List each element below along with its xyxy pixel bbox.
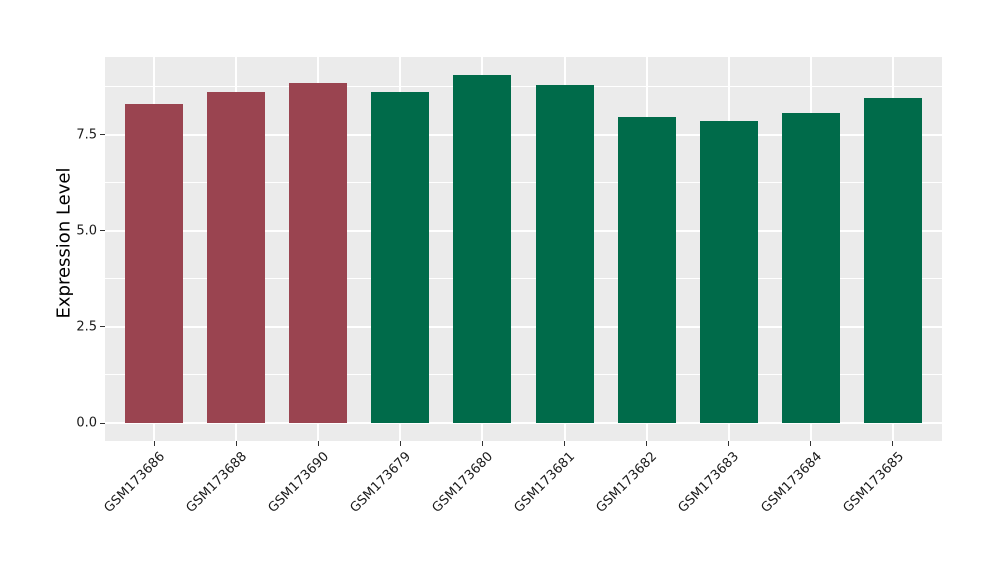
y-tick-mark bbox=[100, 422, 105, 424]
x-tick-mark bbox=[153, 441, 155, 446]
plot-panel bbox=[105, 57, 942, 441]
x-tick-label: GSM173685 bbox=[840, 449, 907, 516]
x-tick-mark bbox=[399, 441, 401, 446]
x-tick-mark bbox=[481, 441, 483, 446]
bar-GSM173684 bbox=[781, 113, 840, 423]
y-tick-label: 0.0 bbox=[76, 415, 97, 431]
x-tick-label: GSM173681 bbox=[511, 449, 579, 516]
y-tick-mark bbox=[100, 230, 105, 232]
x-tick-mark bbox=[728, 441, 730, 446]
y-tick-label: 5.0 bbox=[76, 223, 97, 239]
x-tick-mark bbox=[235, 441, 237, 446]
minor-gridline bbox=[105, 278, 942, 280]
x-tick-mark bbox=[810, 441, 812, 446]
x-tick-mark bbox=[564, 441, 566, 446]
major-gridline bbox=[105, 229, 942, 232]
minor-gridline bbox=[105, 182, 942, 184]
major-gridline bbox=[105, 133, 942, 136]
y-tick-label: 2.5 bbox=[76, 319, 97, 335]
x-tick-label: GSM173682 bbox=[593, 449, 661, 516]
minor-gridline bbox=[105, 374, 942, 376]
bar-GSM173679 bbox=[371, 92, 430, 423]
x-tick-label: GSM173686 bbox=[101, 449, 169, 516]
x-tick-label: GSM173684 bbox=[758, 449, 825, 516]
minor-gridline bbox=[105, 86, 942, 88]
y-tick-label: 7.5 bbox=[76, 127, 97, 143]
y-tick-mark bbox=[100, 134, 105, 136]
bar-GSM173690 bbox=[289, 82, 348, 423]
bar-GSM173681 bbox=[535, 84, 594, 423]
bar-GSM173686 bbox=[125, 103, 184, 423]
y-axis-title: Expression Level bbox=[53, 167, 75, 319]
x-tick-label: GSM173680 bbox=[429, 449, 497, 516]
bar-GSM173685 bbox=[863, 98, 922, 423]
bar-GSM173680 bbox=[453, 75, 512, 423]
x-tick-label: GSM173679 bbox=[347, 449, 415, 516]
y-tick-mark bbox=[100, 326, 105, 328]
x-tick-mark bbox=[646, 441, 648, 446]
x-tick-mark bbox=[317, 441, 319, 446]
x-tick-mark bbox=[892, 441, 894, 446]
x-tick-label: GSM173688 bbox=[183, 449, 251, 516]
bar-GSM173682 bbox=[617, 117, 676, 423]
x-tick-label: GSM173690 bbox=[265, 449, 333, 516]
major-gridline bbox=[105, 325, 942, 328]
bar-GSM173683 bbox=[699, 121, 758, 423]
x-tick-label: GSM173683 bbox=[675, 449, 743, 516]
bar-GSM173688 bbox=[207, 92, 266, 423]
major-gridline bbox=[105, 422, 942, 424]
